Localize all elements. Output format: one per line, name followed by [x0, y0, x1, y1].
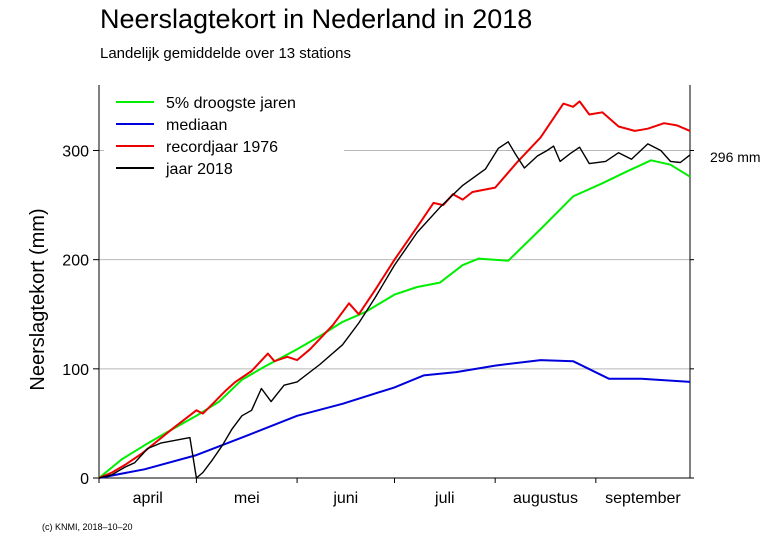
- legend-label: jaar 2018: [165, 161, 233, 178]
- legend-label: mediaan: [166, 117, 227, 134]
- legend-box: [104, 88, 344, 182]
- series-line: [98, 159, 691, 479]
- y-tick-label: 0: [80, 471, 89, 488]
- series-line: [98, 100, 691, 479]
- legend-label: recordjaar 1976: [166, 139, 278, 156]
- chart-title: Neerslagtekort in Nederland in 2018: [100, 4, 533, 34]
- x-tick-label: mei: [234, 490, 260, 507]
- y-axis-label: Neerslagtekort (mm): [27, 208, 49, 390]
- y-tick-label: 200: [62, 253, 89, 270]
- x-tick-label: september: [605, 490, 681, 507]
- x-tick-label: augustus: [513, 490, 578, 507]
- x-tick-label: april: [133, 490, 163, 507]
- series-line: [98, 141, 691, 479]
- legend-label: 5% droogste jaren: [166, 95, 296, 112]
- series-line: [98, 359, 691, 479]
- chart-subtitle: Landelijk gemiddelde over 13 stations: [100, 45, 351, 62]
- copyright-note: (c) KNMI, 2018–10–20: [42, 522, 133, 532]
- x-tick-label: juli: [434, 490, 455, 507]
- y-tick-label: 300: [62, 144, 89, 161]
- y-tick-label: 100: [62, 362, 89, 379]
- x-tick-label: juni: [332, 490, 358, 507]
- end-annotation: 296 mm: [710, 149, 761, 165]
